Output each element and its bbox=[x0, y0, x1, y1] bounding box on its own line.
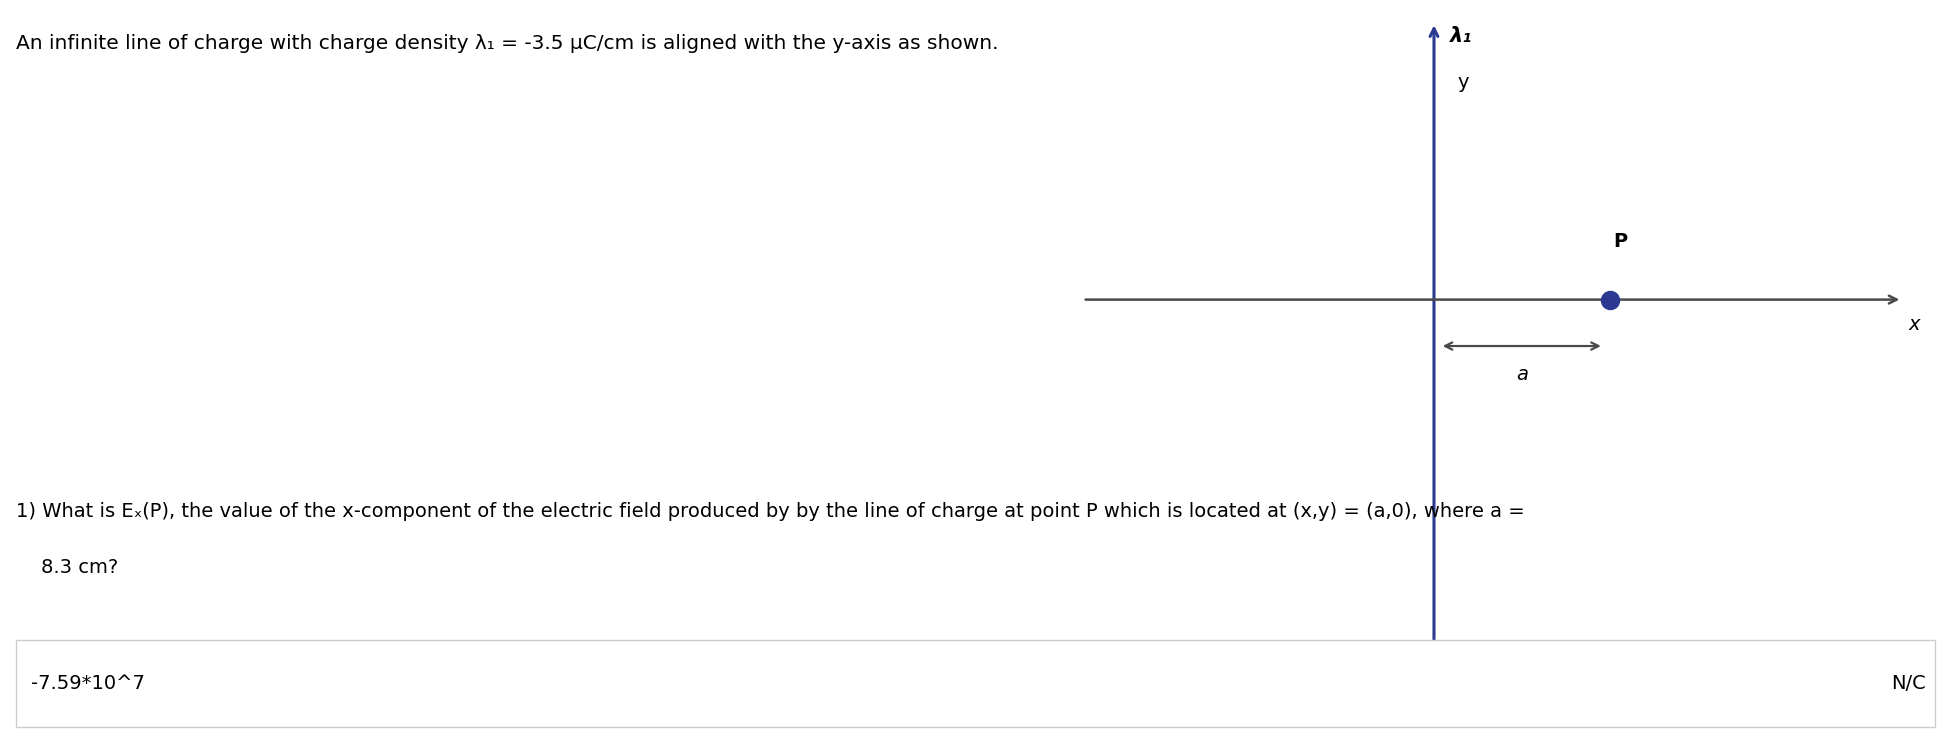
Text: a: a bbox=[1516, 365, 1528, 383]
Text: N/C: N/C bbox=[1891, 674, 1926, 693]
Text: 1) What is Eₓ(P), the value of the x-component of the electric field produced by: 1) What is Eₓ(P), the value of the x-com… bbox=[16, 502, 1524, 521]
Text: P: P bbox=[1613, 232, 1627, 251]
Text: 8.3 cm?: 8.3 cm? bbox=[16, 558, 117, 577]
Text: -7.59*10^7: -7.59*10^7 bbox=[31, 674, 144, 693]
FancyBboxPatch shape bbox=[16, 640, 1935, 727]
Text: An infinite line of charge with charge density λ₁ = -3.5 μC/cm is aligned with t: An infinite line of charge with charge d… bbox=[16, 34, 999, 52]
Text: y: y bbox=[1457, 73, 1469, 92]
Text: x: x bbox=[1908, 315, 1920, 333]
Text: λ₁: λ₁ bbox=[1450, 26, 1471, 46]
